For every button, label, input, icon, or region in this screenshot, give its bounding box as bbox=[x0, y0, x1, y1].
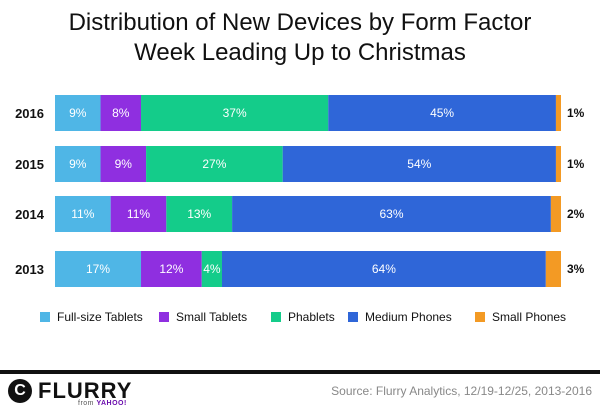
category-label-2013: 2013 bbox=[15, 262, 44, 277]
legend-label-small-tablets: Small Tablets bbox=[176, 310, 247, 324]
bar-2015-phablets bbox=[146, 146, 283, 182]
data-label-2014-full-size-tablets: 11% bbox=[71, 207, 94, 221]
bar-2013-small-phones bbox=[545, 251, 561, 287]
flurry-logo: C FLURRY from YAHOO! bbox=[8, 378, 138, 408]
source-note: Source: Flurry Analytics, 12/19-12/25, 2… bbox=[331, 384, 592, 398]
legend-label-phablets: Phablets bbox=[288, 310, 335, 324]
data-label-2016-small-tablets: 8% bbox=[112, 106, 130, 120]
data-label-2015-small-tablets: 9% bbox=[115, 157, 133, 171]
bar-2016-medium-phones bbox=[328, 95, 556, 131]
data-label-2013-medium-phones: 64% bbox=[372, 262, 396, 276]
bar-2014-small-tablets bbox=[110, 196, 167, 232]
bar-2014-small-phones bbox=[550, 196, 561, 232]
category-label-2014: 2014 bbox=[15, 207, 45, 222]
bar-2015-medium-phones bbox=[282, 146, 556, 182]
chart-title: Distribution of New Devices by Form Fact… bbox=[0, 8, 600, 68]
chart-title-line-1: Distribution of New Devices by Form Fact… bbox=[68, 9, 532, 36]
stacked-bar-chart: 2016 9% 8% 37% 45% 1% 2015 9% 9% 27% 54% 1% 2014 11% 1… bbox=[15, 95, 585, 324]
bar-2016-small-phones bbox=[555, 95, 561, 131]
legend-label-small-phones: Small Phones bbox=[492, 310, 566, 324]
bar-2015-small-tablets bbox=[100, 146, 147, 182]
legend-swatch-small-tablets bbox=[159, 312, 169, 322]
bar-2015-full-size-tablets bbox=[55, 146, 101, 182]
data-label-2015-full-size-tablets: 9% bbox=[69, 157, 87, 171]
bar-2013-phablets bbox=[201, 251, 222, 287]
data-label-2014-phablets: 13% bbox=[187, 207, 211, 221]
legend-swatch-phablets bbox=[271, 312, 281, 322]
footer-divider bbox=[0, 370, 600, 374]
chart-title-line-2: Week Leading Up to Christmas bbox=[134, 39, 466, 66]
data-label-2016-phablets: 37% bbox=[223, 106, 247, 120]
bar-2015-small-phones bbox=[555, 146, 561, 182]
bar-2016-phablets bbox=[141, 95, 329, 131]
data-label-2016-medium-phones: 45% bbox=[430, 106, 454, 120]
bar-2016-full-size-tablets bbox=[55, 95, 101, 131]
bar-2013-full-size-tablets bbox=[55, 251, 142, 287]
flurry-logo-text: FLURRY bbox=[38, 378, 133, 403]
data-label-2013-phablets: 4% bbox=[203, 262, 221, 276]
legend-label-medium-phones: Medium Phones bbox=[365, 310, 452, 324]
category-label-2016: 2016 bbox=[15, 106, 44, 121]
legend-label-full-size-tablets: Full-size Tablets bbox=[57, 310, 143, 324]
data-label-2013-full-size-tablets: 17% bbox=[86, 262, 110, 276]
data-label-2013-small-tablets: 12% bbox=[159, 262, 183, 276]
data-label-2015-small-phones: 1% bbox=[567, 157, 585, 171]
data-label-2015-phablets: 27% bbox=[202, 157, 226, 171]
bar-2013-medium-phones bbox=[221, 251, 546, 287]
legend-swatch-full-size-tablets bbox=[40, 312, 50, 322]
data-label-2014-medium-phones: 63% bbox=[379, 207, 403, 221]
bar-2014-phablets bbox=[166, 196, 233, 232]
legend-swatch-medium-phones bbox=[348, 312, 358, 322]
bar-2014-medium-phones bbox=[232, 196, 551, 232]
bar-2014-full-size-tablets bbox=[55, 196, 111, 232]
data-label-2016-full-size-tablets: 9% bbox=[69, 106, 87, 120]
bar-2016-small-tablets bbox=[100, 95, 142, 131]
legend-swatch-small-phones bbox=[475, 312, 485, 322]
data-label-2013-small-phones: 3% bbox=[567, 262, 585, 276]
data-label-2014-small-phones: 2% bbox=[567, 207, 585, 221]
flurry-logo-sub: from YAHOO! bbox=[78, 400, 127, 407]
category-label-2015: 2015 bbox=[15, 157, 44, 172]
data-label-2016-small-phones: 1% bbox=[567, 106, 585, 120]
flurry-logo-mark-icon: C bbox=[8, 379, 32, 403]
data-label-2014-small-tablets: 11% bbox=[127, 207, 150, 221]
logo-sub-prefix: from bbox=[78, 400, 97, 407]
data-label-2015-medium-phones: 54% bbox=[407, 157, 431, 171]
logo-sub-brand: YAHOO! bbox=[96, 400, 127, 407]
bar-2013-small-tablets bbox=[141, 251, 202, 287]
